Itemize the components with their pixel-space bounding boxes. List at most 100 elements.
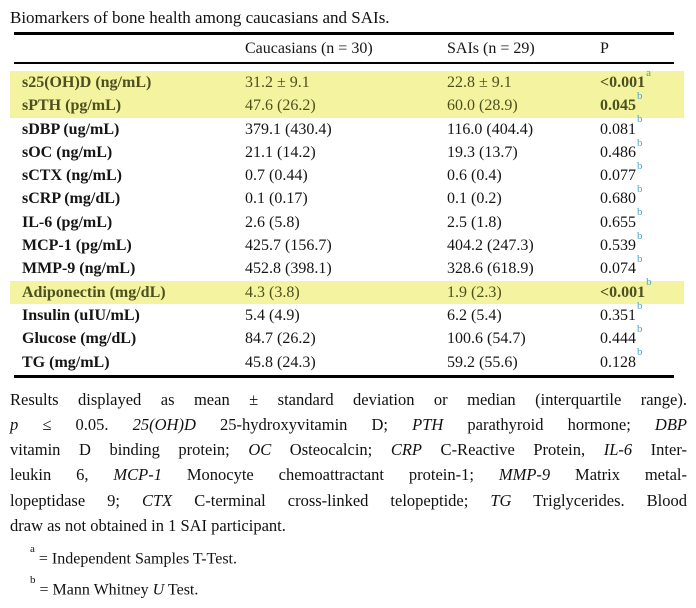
footnote-text-run: leukin 6, — [10, 465, 114, 485]
footnote-text-run: ≤ 0.05. — [18, 415, 133, 435]
caucasians-value: 452.8 (398.1) — [245, 260, 332, 278]
footnote-text-run: Results displayed as mean ± standard dev… — [10, 389, 687, 409]
p-value: 0.539 — [600, 237, 636, 255]
caucasians-value: 21.1 (14.2) — [245, 143, 316, 161]
p-value-cell: 0.444b — [600, 323, 684, 350]
table-row: Insulin (uIU/mL) 5.4 (4.9) 6.2 (5.4) 0.351b — [10, 300, 684, 327]
sais-value: 404.2 (247.3) — [447, 237, 534, 255]
footnote-line: lopeptidase 9; CTX C-terminal cross-link… — [10, 488, 687, 513]
significance-superscript: b — [637, 253, 643, 266]
caucasians-value: 0.7 (0.44) — [245, 167, 308, 185]
table-header-row: Caucasians (n = 30) SAIs (n = 29) P — [10, 35, 684, 62]
p-value-cell: 0.351b — [600, 300, 684, 327]
footnote-line: draw as not obtained in 1 SAI participan… — [10, 513, 687, 538]
caucasians-value: 5.4 (4.9) — [245, 306, 300, 324]
biomarker-label: sPTH (pg/mL) — [22, 97, 122, 115]
biomarker-label: TG (mg/mL) — [22, 353, 110, 371]
caucasians-value: 2.6 (5.8) — [245, 213, 300, 231]
abbreviation-italic: DBP — [654, 415, 687, 435]
footnote-text-run: 25-hydroxyvitamin D; — [195, 415, 413, 435]
sais-value: 2.5 (1.8) — [447, 213, 502, 231]
significance-superscript: a — [646, 66, 652, 79]
p-value-cell: <0.001a — [600, 67, 684, 94]
significance-superscript: b — [637, 299, 643, 312]
significance-superscript: b — [637, 322, 643, 335]
significance-superscript: b — [637, 113, 643, 126]
table-row: sOC (ng/mL) 21.1 (14.2) 19.3 (13.7) 0.486b — [10, 137, 684, 164]
table-row: sDBP (ug/mL) 379.1 (430.4) 116.0 (404.4) 0.… — [10, 114, 684, 141]
paper-table-figure: Biomarkers of bone health among caucasia… — [0, 6, 696, 608]
footnote-text-run: = Independent Samples T-Test. — [38, 550, 237, 568]
significance-superscript: b — [646, 276, 652, 289]
footnote-line: Results displayed as mean ± standard dev… — [10, 387, 687, 412]
sais-value: 19.3 (13.7) — [447, 143, 518, 161]
p-value-cell: 0.655b — [600, 207, 684, 234]
footnote-line: vitamin D binding protein; OC Osteocalci… — [10, 437, 687, 462]
caucasians-value: 0.1 (0.17) — [245, 190, 308, 208]
footnote-line: p ≤ 0.05. 25(OH)D 25-hydroxyvitamin D; P… — [10, 412, 687, 437]
significance-superscript: b — [637, 346, 643, 359]
p-value: 0.680 — [600, 190, 636, 208]
footnote-text-run: Triglycerides. Blood — [511, 490, 687, 510]
significance-superscript: b — [637, 159, 643, 172]
significance-superscript: b — [637, 206, 643, 219]
footnote-text-run: = Mann Whitney — [39, 581, 153, 599]
significance-superscript: b — [637, 89, 643, 102]
col-header-sais: SAIs (n = 29) — [447, 39, 535, 57]
footnote-text-run: Matrix metal- — [550, 465, 687, 485]
p-value: <0.001 — [600, 283, 646, 301]
footnote-text-run: vitamin D binding protein; — [10, 440, 249, 460]
sais-value: 0.6 (0.4) — [447, 167, 502, 185]
rule-top — [14, 32, 674, 35]
p-value-cell: <0.001b — [600, 277, 684, 304]
biomarker-label: sCTX (ng/mL) — [22, 167, 123, 185]
table-row: sCRP (mg/dL) 0.1 (0.17) 0.1 (0.2) 0.680b — [10, 184, 684, 210]
p-value: 0.351 — [600, 306, 636, 324]
biomarker-label: Glucose (mg/dL) — [22, 330, 137, 348]
sais-value: 22.8 ± 9.1 — [447, 74, 512, 91]
abbreviation-italic: p — [10, 415, 19, 435]
footnote-marker: a — [30, 543, 35, 556]
sais-value: 328.6 (618.9) — [447, 260, 534, 278]
caucasians-value: 31.2 ± 9.1 — [245, 74, 310, 91]
footnote-text-run: parathyroid hormone; — [443, 415, 655, 435]
caucasians-value: 4.3 (3.8) — [245, 283, 300, 301]
p-value-cell: 0.486b — [600, 137, 684, 164]
footnote-text-run: Inter- — [632, 440, 687, 460]
table-footnote-text: Results displayed as mean ± standard dev… — [10, 387, 687, 538]
footnote-text-run: draw as not obtained in 1 SAI participan… — [10, 515, 286, 535]
sais-value: 59.2 (55.6) — [447, 353, 518, 371]
table-row: TG (mg/mL) 45.8 (24.3) 59.2 (55.6) 0.128b — [10, 347, 684, 374]
biomarker-label: sOC (ng/mL) — [22, 143, 113, 161]
p-value: 0.655 — [600, 213, 636, 231]
col-header-p: P — [600, 39, 609, 57]
caucasians-value: 47.6 (26.2) — [245, 97, 316, 115]
p-value: 0.486 — [600, 143, 636, 161]
footnote-text-run: Test. — [164, 581, 199, 599]
abbreviation-italic: MCP-1 — [113, 465, 162, 485]
p-value-cell: 0.074b — [600, 254, 684, 280]
p-value-cell: 0.077b — [600, 160, 684, 187]
abbreviation-italic: MMP-9 — [498, 465, 551, 485]
biomarker-label: sDBP (ug/mL) — [22, 120, 120, 138]
biomarker-label: s25(OH)D (ng/mL) — [22, 74, 152, 91]
table-row: MCP-1 (pg/mL) 425.7 (156.7) 404.2 (247.3) 0… — [10, 230, 684, 257]
p-value: 0.444 — [600, 330, 636, 348]
sais-value: 6.2 (5.4) — [447, 306, 502, 324]
p-value-cell: 0.045b — [600, 90, 684, 117]
p-value-cell: 0.128b — [600, 347, 684, 374]
table-row: sPTH (pg/mL) 47.6 (26.2) 60.0 (28.9) 0.045b — [10, 90, 684, 118]
rule-table-bottom — [14, 374, 674, 378]
sais-value: 116.0 (404.4) — [447, 120, 534, 138]
sais-value: 100.6 (54.7) — [447, 330, 526, 348]
footnote-ref: b= Mann Whitney U Test. — [10, 572, 696, 603]
table-row: s25(OH)D (ng/mL) 31.2 ± 9.1 22.8 ± 9.1 <0.0… — [10, 67, 684, 95]
caucasians-value: 379.1 (430.4) — [245, 120, 332, 138]
table-row: Glucose (mg/dL) 84.7 (26.2) 100.6 (54.7) 0.… — [10, 323, 684, 350]
biomarker-label: sCRP (mg/dL) — [22, 190, 121, 208]
p-value: 0.045 — [600, 97, 636, 115]
footnote-text-run: C-terminal cross-linked telopeptide; — [172, 490, 491, 510]
abbreviation-italic: U — [152, 581, 165, 599]
rule-header-bottom — [14, 62, 674, 64]
sais-value: 60.0 (28.9) — [447, 97, 518, 115]
